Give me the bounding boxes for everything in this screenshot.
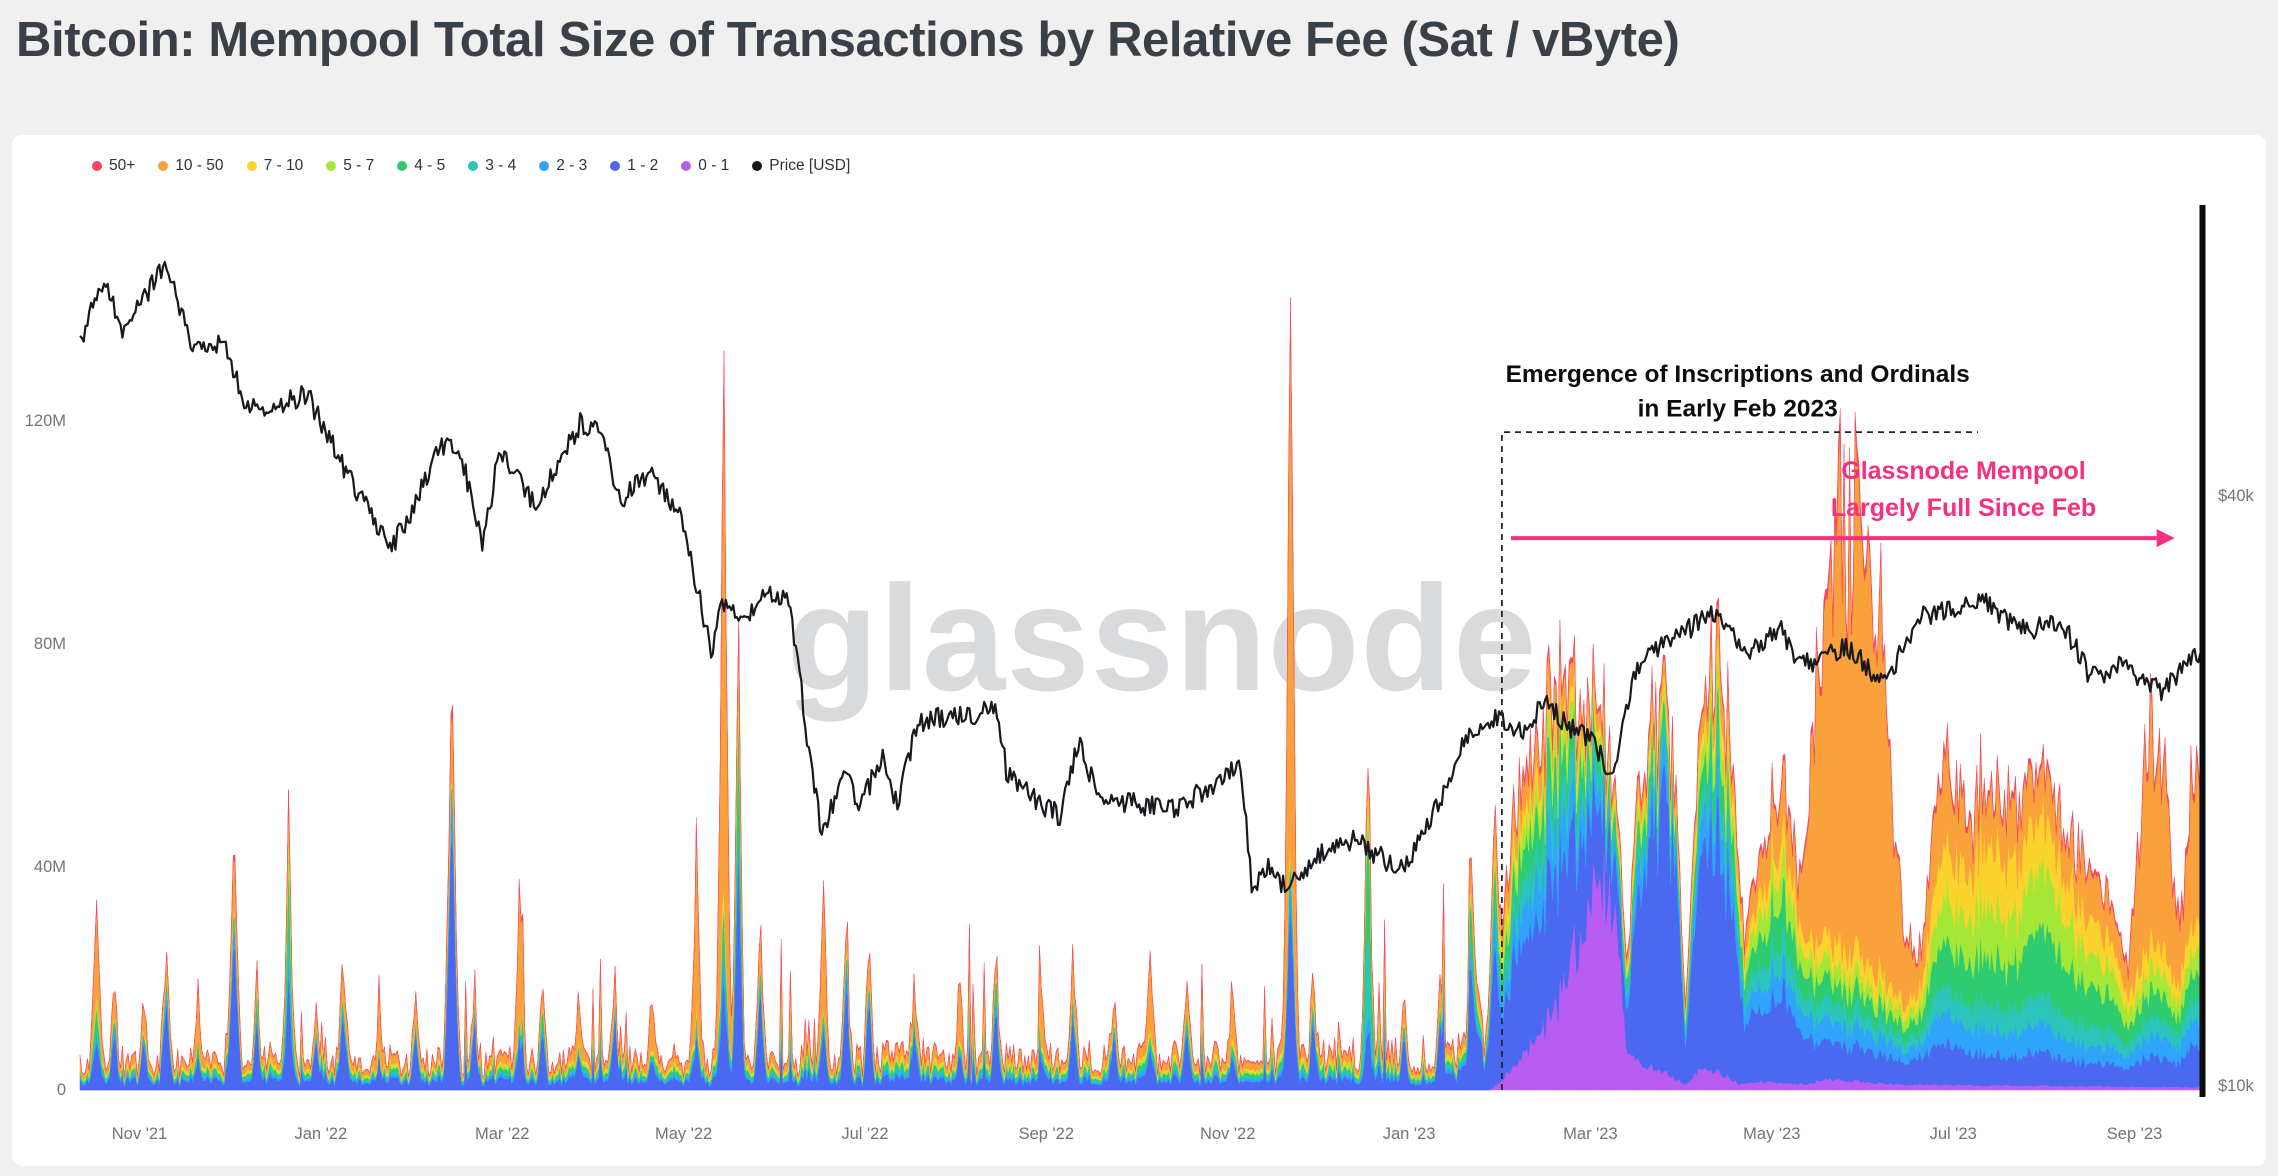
price-line[interactable] [79,260,2203,894]
annotation-mempool-full-line2: Largely Full Since Feb [1831,494,2096,522]
legend-dot-icon [92,161,102,171]
y-left-tick-label: 80M [34,635,66,653]
legend-dot-icon [610,161,621,171]
legend-label: 7 - 10 [263,157,304,174]
y-right-tick-label: $40k [2218,487,2255,505]
legend-dot-icon [246,161,257,171]
x-tick-label: Jan '22 [295,1125,348,1143]
x-tick-label: Sep '22 [1019,1125,1074,1143]
x-tick-label: Jan '23 [1383,1125,1436,1143]
legend-dot-icon [539,161,550,171]
annotation-ordinals-line1: Emergence of Inscriptions and Ordinals [1506,361,1970,388]
legend-item-3-4[interactable]: 3 - 4 [468,157,516,175]
legend-item-5-7[interactable]: 5 - 7 [326,157,374,175]
x-tick-label: Nov '21 [112,1125,167,1143]
legend-item-price-usd-[interactable]: Price [USD] [752,157,850,175]
legend-item-50+[interactable]: 50+ [92,157,135,175]
legend-label: 2 - 3 [556,157,588,174]
legend-dot-icon [681,161,692,171]
legend-item-0-1[interactable]: 0 - 1 [681,157,729,175]
page-title: Bitcoin: Mempool Total Size of Transacti… [16,13,1680,67]
legend-label: 1 - 2 [627,157,659,174]
legend-label: 3 - 4 [485,157,517,174]
annotation-mempool-full-line1: Glassnode Mempool [1841,457,2085,485]
legend-label: 4 - 5 [414,157,446,174]
legend-label: Price [USD] [769,157,851,174]
chart-card: 50+ 10 - 50 7 - 10 5 - 7 4 - 5 3 - 4 2 - 3 1 - … [12,135,2266,1166]
x-tick-label: Nov '22 [1200,1125,1255,1143]
annotation-ordinals-line2: in Early Feb 2023 [1638,396,1838,423]
legend-item-7-10[interactable]: 7 - 10 [246,157,304,175]
mempool-full-arrowhead [2156,529,2175,548]
x-tick-label: May '22 [655,1125,712,1143]
x-tick-label: Jul '22 [841,1125,888,1143]
legend-label: 5 - 7 [343,157,375,174]
stacked-areas[interactable] [79,297,2203,1091]
right-axis-spine [2199,205,2206,1097]
legend-dot-icon [326,161,337,171]
band-area-10-50[interactable] [79,314,2203,1082]
legend-dot-icon [397,161,408,171]
legend-item-4-5[interactable]: 4 - 5 [397,157,445,175]
y-left-tick-label: 0 [57,1081,66,1099]
legend-item-1-2[interactable]: 1 - 2 [610,157,658,175]
legend-label: 50+ [109,157,136,174]
x-tick-label: May '23 [1743,1125,1800,1143]
x-tick-label: Mar '23 [1563,1125,1618,1143]
legend-item-10-50[interactable]: 10 - 50 [158,157,224,175]
legend-item-2-3[interactable]: 2 - 3 [539,157,587,175]
y-left-tick-label: 120M [25,412,66,430]
chart-plot[interactable]: Emergence of Inscriptions and Ordinals in… [12,135,2266,1166]
x-tick-label: Jul '23 [1930,1125,1977,1143]
legend-dot-icon [468,161,479,171]
legend-dot-icon [158,161,169,171]
y-left-tick-label: 40M [34,858,66,876]
legend-dot-icon [752,161,763,171]
chart-legend: 50+ 10 - 50 7 - 10 5 - 7 4 - 5 3 - 4 2 - 3 1 - … [92,153,850,179]
legend-label: 0 - 1 [698,157,730,174]
legend-label: 10 - 50 [175,157,224,174]
y-right-tick-label: $10k [2218,1077,2255,1095]
x-tick-label: Sep '23 [2107,1125,2162,1143]
x-tick-label: Mar '22 [475,1125,530,1143]
glassnode-watermark: glassnode [786,553,1538,722]
